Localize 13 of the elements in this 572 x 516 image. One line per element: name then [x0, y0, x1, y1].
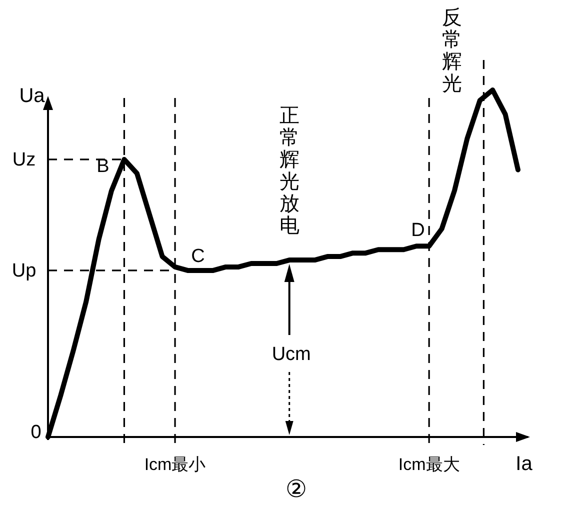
x-axis-title: Ia	[516, 453, 532, 475]
annotation: Ucm	[272, 344, 311, 365]
annotation: 正常辉光放电	[279, 105, 300, 237]
annotation: ②	[285, 476, 308, 503]
ref-line-label: Uz	[12, 149, 36, 170]
ref-line-label: Up	[12, 260, 36, 282]
x-tick-label: Icm最小	[144, 455, 206, 474]
y-axis-title: Ua	[19, 85, 45, 107]
x-tick-label: Icm最大	[398, 455, 460, 474]
annotation: 0	[30, 422, 42, 443]
annotation: 反常辉光	[442, 7, 462, 95]
annotation: D	[411, 220, 425, 241]
annotation: C	[191, 246, 205, 267]
